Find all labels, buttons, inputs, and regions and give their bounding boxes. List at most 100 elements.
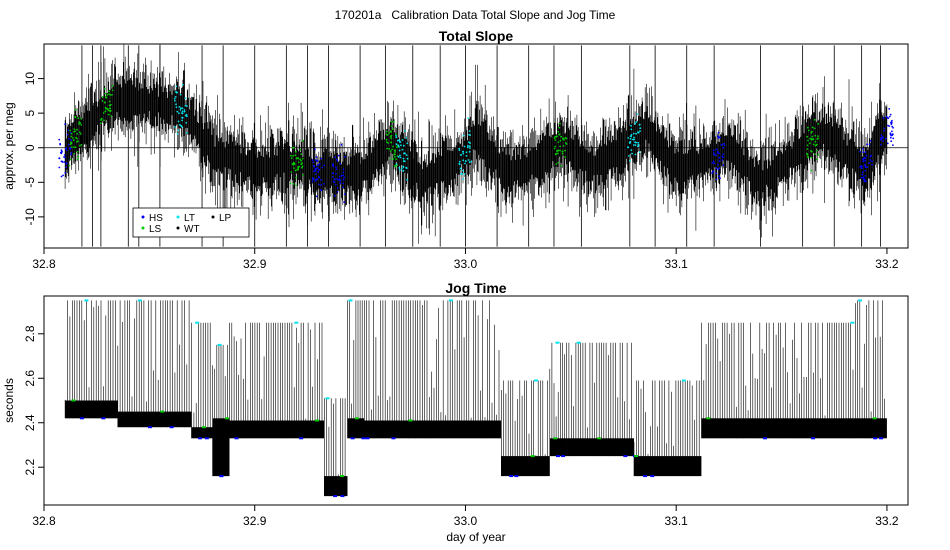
slope-point-LT xyxy=(627,137,630,139)
slope-point-LT xyxy=(181,119,184,122)
slope-point-HS xyxy=(864,164,867,167)
slope-point-HS xyxy=(864,151,867,154)
slope-point-HS xyxy=(339,182,342,185)
slope-point-LT xyxy=(185,114,187,117)
slope-point-HS xyxy=(332,180,335,183)
y-tick-label: 10 xyxy=(23,72,37,86)
slope-point-LT xyxy=(462,152,465,155)
slope-point-HS xyxy=(882,140,884,143)
slope-point-HS xyxy=(316,178,319,181)
slope-point-LS xyxy=(104,110,107,113)
slope-point-LT xyxy=(632,138,634,141)
legend-label: LS xyxy=(149,224,162,235)
slope-point-LS xyxy=(558,126,561,129)
slope-point-LS xyxy=(396,146,398,149)
slope-point-HS xyxy=(715,148,718,151)
jog-point xyxy=(850,321,855,324)
slope-point-LS xyxy=(388,148,391,150)
slope-point-LS xyxy=(813,127,816,130)
slope-point-HS xyxy=(320,157,323,160)
slope-point-LT xyxy=(639,130,641,133)
slope-point-HS xyxy=(337,154,340,157)
slope-point-HS xyxy=(336,178,338,180)
slope-point-LT xyxy=(459,167,462,170)
slope-point-LS xyxy=(101,96,104,98)
slope-point-LT xyxy=(184,97,187,100)
slope-point-HS xyxy=(69,147,71,149)
slope-point-LS xyxy=(561,150,564,153)
slope-point-LS xyxy=(558,133,561,136)
slope-point-LS xyxy=(389,157,392,160)
jog-point xyxy=(234,437,239,440)
slope-point-LT xyxy=(462,150,464,153)
jog-time-title: Jog Time xyxy=(445,280,506,296)
slope-point-LS xyxy=(73,146,75,149)
slope-point-HS xyxy=(866,166,869,169)
slope-point-LS xyxy=(814,144,817,147)
slope-point-HS xyxy=(318,168,320,171)
slope-point-LS xyxy=(561,137,564,140)
legend-marker xyxy=(141,215,145,219)
slope-point-HS xyxy=(871,163,873,166)
slope-point-HS xyxy=(715,178,718,181)
slope-point-LT xyxy=(185,121,188,124)
jog-point xyxy=(160,410,165,413)
slope-point-HS xyxy=(337,179,340,181)
slope-point-LT xyxy=(178,112,180,115)
slope-point-LS xyxy=(392,158,394,161)
jog-time-x-label: day of year xyxy=(446,530,505,544)
slope-point-LT xyxy=(631,152,633,155)
slope-point-LS xyxy=(561,152,564,155)
x-tick-label: 32.8 xyxy=(32,514,56,528)
slope-point-HS xyxy=(715,167,718,170)
slope-point-HS xyxy=(712,160,715,163)
slope-point-LS xyxy=(559,149,561,152)
slope-point-LT xyxy=(637,141,640,144)
slope-point-LT xyxy=(173,97,176,100)
slope-point-LS xyxy=(806,153,809,156)
slope-point-LS xyxy=(812,143,815,146)
slope-point-LT xyxy=(632,132,635,135)
jog-point xyxy=(195,321,200,324)
slope-point-HS xyxy=(891,130,893,133)
slope-point-LS xyxy=(807,129,810,132)
slope-point-LT xyxy=(402,157,405,160)
slope-point-HS xyxy=(60,149,63,152)
slope-point-HS xyxy=(720,143,723,146)
slope-point-LS xyxy=(557,130,560,133)
slope-point-LS xyxy=(104,96,107,98)
slope-point-LT xyxy=(464,162,466,165)
slope-point-LT xyxy=(401,148,404,151)
slope-point-HS xyxy=(889,133,892,136)
slope-point-HS xyxy=(869,159,872,161)
legend-marker xyxy=(176,226,180,230)
slope-point-LS xyxy=(70,142,73,145)
jog-time-y-axis: 2.2 2.4 2.6 2.8 xyxy=(23,325,44,476)
slope-point-LT xyxy=(405,137,408,139)
slope-point-HS xyxy=(863,178,866,181)
slope-point-HS xyxy=(883,129,885,132)
slope-point-LT xyxy=(467,117,470,119)
jog-point xyxy=(597,437,602,440)
slope-point-LS xyxy=(554,139,557,142)
slope-point-HS xyxy=(883,127,886,130)
jog-point xyxy=(71,399,76,402)
slope-point-HS xyxy=(717,168,719,171)
x-tick-label: 33.1 xyxy=(665,514,689,528)
slope-point-HS xyxy=(860,165,863,167)
slope-point-HS xyxy=(716,150,719,153)
slope-point-LS xyxy=(104,87,106,90)
slope-point-HS xyxy=(317,164,320,166)
slope-point-HS xyxy=(862,158,865,161)
slope-point-HS xyxy=(715,154,718,157)
slope-point-LT xyxy=(637,131,639,134)
jog-point xyxy=(681,379,686,382)
slope-point-HS xyxy=(342,174,345,177)
slope-point-LS xyxy=(77,155,80,158)
slope-point-LS xyxy=(810,169,813,172)
slope-point-LT xyxy=(458,149,461,152)
legend-marker xyxy=(211,215,215,219)
slope-point-HS xyxy=(863,156,866,159)
slope-point-LT xyxy=(401,139,404,141)
